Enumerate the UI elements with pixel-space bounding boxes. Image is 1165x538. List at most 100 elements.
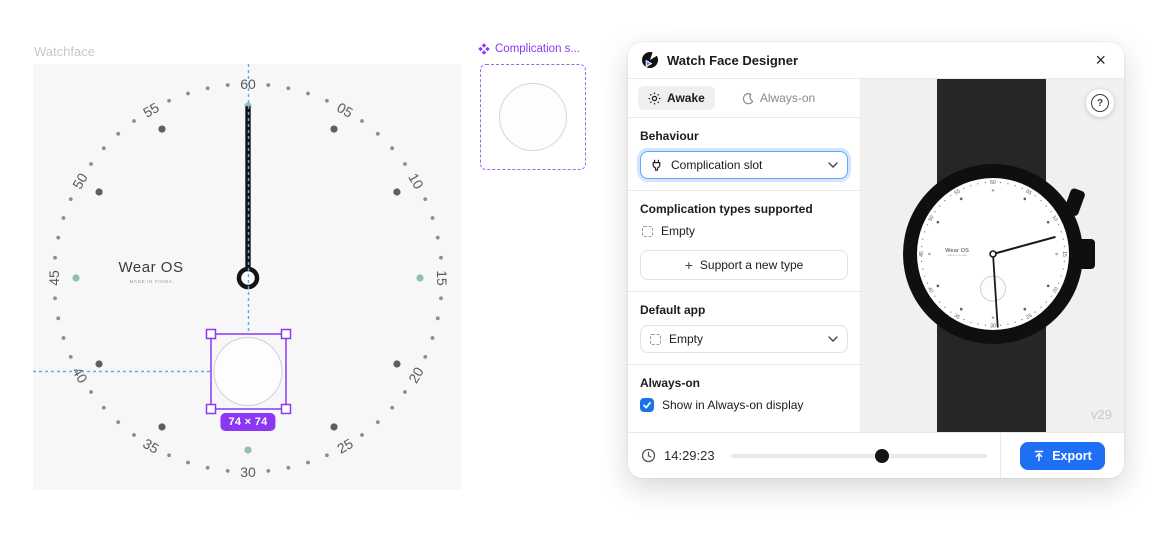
check-icon <box>643 401 651 409</box>
minute-dot <box>435 316 440 321</box>
minute-dot <box>116 420 121 425</box>
default-app-section: Default app Empty <box>628 292 860 365</box>
minute-dot <box>950 195 952 197</box>
minute-dot <box>1021 318 1023 321</box>
time-label: 14:29:23 <box>664 448 715 463</box>
component-thumbnail[interactable] <box>480 64 586 170</box>
plug-icon <box>652 159 661 171</box>
minute-dot <box>286 465 291 470</box>
always-on-heading: Always-on <box>640 376 701 390</box>
minute-dot <box>306 91 310 96</box>
minute-dot <box>225 83 230 87</box>
minute-dot <box>1040 306 1042 309</box>
minute-dot <box>1057 282 1060 284</box>
marker-dot <box>936 284 940 288</box>
support-new-type-button[interactable]: + Support a new type <box>640 250 848 280</box>
plus-icon: + <box>684 257 693 273</box>
minute-dot <box>205 86 210 91</box>
minute-dot <box>984 324 987 327</box>
selection-handle[interactable] <box>205 403 217 415</box>
tab-awake[interactable]: Awake <box>638 86 715 110</box>
help-button[interactable]: ? <box>1086 89 1114 117</box>
minute-dot <box>375 131 380 136</box>
always-on-checkbox-label: Show in Always-on display <box>662 398 804 412</box>
marker-dot <box>330 423 338 431</box>
accent-marker-dot <box>991 316 995 319</box>
selection-box[interactable] <box>210 333 287 410</box>
minute-dot <box>325 98 329 103</box>
minute-dot <box>924 231 926 233</box>
support-new-type-label: Support a new type <box>699 258 804 272</box>
minute-number: 30 <box>990 324 996 330</box>
tab-always-on[interactable]: Always-on <box>731 86 825 110</box>
close-button[interactable]: × <box>1095 50 1106 70</box>
controls-column: Awake Always-on Behaviour <box>628 79 861 432</box>
moon-icon <box>742 92 754 104</box>
minute-dot <box>1050 211 1052 213</box>
minute-dot <box>1007 183 1009 185</box>
minute-dot <box>944 306 946 309</box>
slider-knob[interactable] <box>874 448 889 463</box>
marker-dot <box>95 188 103 196</box>
selection-handle[interactable] <box>280 403 292 415</box>
minute-dot <box>1034 311 1036 313</box>
time-slider[interactable] <box>730 448 987 463</box>
minute-dot <box>306 460 310 465</box>
component-label[interactable]: Complication s... <box>478 43 580 55</box>
brand-text: Wear OS <box>945 248 969 254</box>
marker-dot <box>95 360 103 368</box>
minute-dot <box>390 405 395 410</box>
minute-dot <box>1014 321 1016 323</box>
export-button[interactable]: Export <box>1020 441 1105 470</box>
always-on-checkbox-row: Show in Always-on display <box>640 398 848 412</box>
complication-types-heading: Complication types supported <box>640 202 813 216</box>
complication-circle[interactable] <box>213 337 283 406</box>
minute-dot <box>938 301 941 303</box>
behaviour-select[interactable]: Complication slot <box>640 151 848 179</box>
minute-dot <box>430 336 435 340</box>
minute-dot <box>53 296 57 301</box>
minute-dot <box>984 181 987 184</box>
minute-dot <box>944 199 946 202</box>
selection-handle[interactable] <box>205 328 217 340</box>
minute-dot <box>89 390 93 394</box>
accent-marker-dot <box>928 252 931 256</box>
minute-number: 10 <box>1050 215 1058 223</box>
minute-dot <box>266 469 271 473</box>
minute-dot <box>186 91 190 96</box>
marker-dot <box>393 360 401 368</box>
minute-number: 20 <box>1052 286 1060 294</box>
minute-dot <box>61 336 66 340</box>
minute-dot <box>423 355 428 359</box>
minute-number: 50 <box>69 170 91 192</box>
accent-marker-dot <box>72 274 80 282</box>
marker-dot <box>1046 284 1050 288</box>
minute-dot <box>999 324 1002 327</box>
selection-handle[interactable] <box>280 328 292 340</box>
always-on-checkbox[interactable] <box>640 398 654 412</box>
minute-dot <box>922 238 924 240</box>
component-icon <box>478 43 490 55</box>
minute-dot <box>375 420 380 425</box>
default-app-select[interactable]: Empty <box>640 325 848 353</box>
minute-hand <box>992 253 999 328</box>
minute-dot <box>920 245 923 248</box>
accent-marker-dot <box>416 274 424 282</box>
behaviour-heading: Behaviour <box>640 129 699 143</box>
time-controls: 14:29:23 <box>628 433 1001 478</box>
complication-type-row[interactable]: Empty <box>642 224 846 238</box>
minute-dot <box>101 405 106 410</box>
panel-title: Watch Face Designer <box>667 52 799 68</box>
minute-dot <box>977 183 979 185</box>
minute-dot <box>132 433 136 437</box>
tab-always-on-label: Always-on <box>759 91 816 105</box>
minute-number: 55 <box>140 99 162 121</box>
accent-marker-dot <box>244 446 252 454</box>
minute-dot <box>325 453 329 458</box>
minute-number: 50 <box>928 214 936 222</box>
minute-dot <box>225 469 230 473</box>
minute-dot <box>963 187 965 190</box>
minute-dot <box>1045 301 1048 303</box>
hand-ring[interactable] <box>236 266 260 290</box>
